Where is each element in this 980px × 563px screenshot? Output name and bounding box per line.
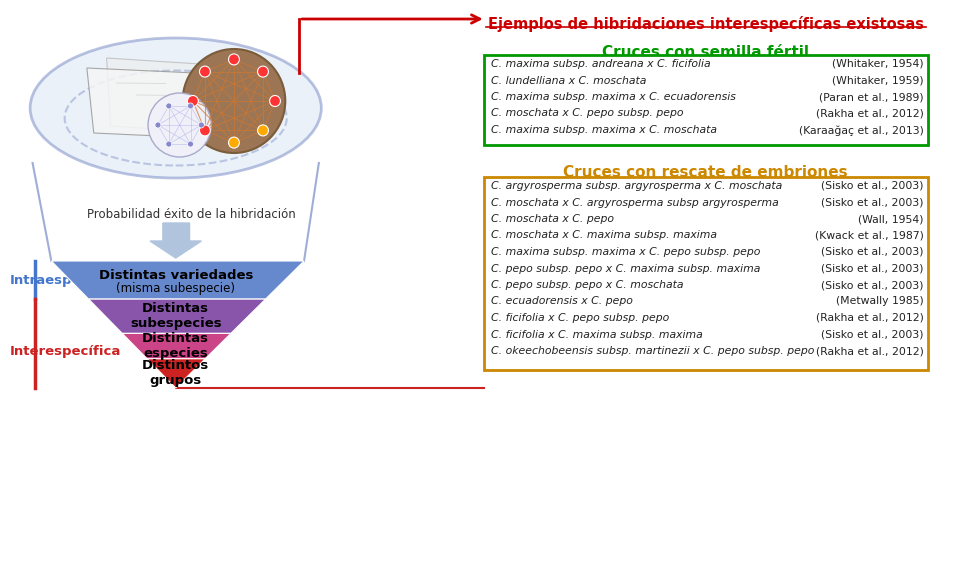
- Polygon shape: [150, 223, 201, 258]
- Text: C. moschata x C. maxima subsp. maxima: C. moschata x C. maxima subsp. maxima: [491, 230, 716, 240]
- Text: Distintas
especies: Distintas especies: [142, 332, 209, 360]
- Text: (Rakha et al., 2012): (Rakha et al., 2012): [816, 346, 924, 356]
- Text: Distintos
grupos: Distintos grupos: [142, 359, 210, 387]
- Polygon shape: [88, 299, 266, 333]
- Text: (misma subespecie): (misma subespecie): [117, 282, 235, 294]
- Text: C. moschata x C. pepo: C. moschata x C. pepo: [491, 214, 613, 224]
- Text: Distintas variedades: Distintas variedades: [99, 269, 253, 282]
- Text: C. pepo subsp. pepo x C. maxima subsp. maxima: C. pepo subsp. pepo x C. maxima subsp. m…: [491, 263, 760, 274]
- Ellipse shape: [30, 38, 321, 178]
- Circle shape: [148, 93, 212, 157]
- Circle shape: [198, 122, 205, 128]
- Text: C. ficifolia x C. maxima subsp. maxima: C. ficifolia x C. maxima subsp. maxima: [491, 329, 703, 339]
- Circle shape: [200, 125, 211, 136]
- Text: (Whitaker, 1954): (Whitaker, 1954): [832, 59, 924, 69]
- Polygon shape: [122, 333, 231, 359]
- Circle shape: [228, 54, 239, 65]
- Polygon shape: [107, 58, 220, 133]
- Text: C. argyrosperma subsp. argyrosperma x C. moschata: C. argyrosperma subsp. argyrosperma x C.…: [491, 181, 782, 191]
- Text: (Sisko et al., 2003): (Sisko et al., 2003): [821, 181, 924, 191]
- Text: (Metwally 1985): (Metwally 1985): [836, 297, 924, 306]
- Circle shape: [200, 66, 211, 77]
- Text: (Rakha et al., 2012): (Rakha et al., 2012): [816, 109, 924, 118]
- Text: C. maxima subsp. maxima x C. pepo subsp. pepo: C. maxima subsp. maxima x C. pepo subsp.…: [491, 247, 760, 257]
- Text: C. ficifolia x C. pepo subsp. pepo: C. ficifolia x C. pepo subsp. pepo: [491, 313, 668, 323]
- Polygon shape: [87, 68, 202, 138]
- Circle shape: [166, 141, 171, 147]
- Text: (Sisko et al., 2003): (Sisko et al., 2003): [821, 280, 924, 290]
- Text: C. okeechobeensis subsp. martinezii x C. pepo subsp. pepo: C. okeechobeensis subsp. martinezii x C.…: [491, 346, 814, 356]
- Circle shape: [258, 66, 269, 77]
- Text: C. ecuadorensis x C. pepo: C. ecuadorensis x C. pepo: [491, 297, 632, 306]
- Circle shape: [166, 103, 171, 109]
- Text: C. maxima subsp. maxima x C. ecuadorensis: C. maxima subsp. maxima x C. ecuadorensi…: [491, 92, 735, 102]
- FancyBboxPatch shape: [484, 55, 928, 145]
- Text: Cruces con rescate de embriones: Cruces con rescate de embriones: [564, 165, 848, 180]
- Text: C. lundelliana x C. moschata: C. lundelliana x C. moschata: [491, 75, 646, 86]
- Text: Intraespecífica: Intraespecífica: [10, 274, 122, 287]
- Text: (Rakha et al., 2012): (Rakha et al., 2012): [816, 313, 924, 323]
- Circle shape: [270, 96, 280, 106]
- Polygon shape: [51, 261, 304, 299]
- Text: Distintas
subespecies: Distintas subespecies: [130, 302, 221, 330]
- Circle shape: [182, 49, 285, 153]
- Text: (Sisko et al., 2003): (Sisko et al., 2003): [821, 247, 924, 257]
- Text: (Wall, 1954): (Wall, 1954): [858, 214, 924, 224]
- Text: Ejemplos de hibridaciones interespecíficas existosas: Ejemplos de hibridaciones interespecífic…: [488, 16, 924, 32]
- Text: C. moschata x C. pepo subsp. pepo: C. moschata x C. pepo subsp. pepo: [491, 109, 683, 118]
- Text: (Karaağaç et al., 2013): (Karaağaç et al., 2013): [799, 125, 924, 136]
- Text: C. moschata x C. argyrosperma subsp argyrosperma: C. moschata x C. argyrosperma subsp argy…: [491, 198, 778, 208]
- Polygon shape: [147, 359, 205, 388]
- Text: (Whitaker, 1959): (Whitaker, 1959): [832, 75, 924, 86]
- Text: (Kwack et al., 1987): (Kwack et al., 1987): [815, 230, 924, 240]
- Text: (Sisko et al., 2003): (Sisko et al., 2003): [821, 263, 924, 274]
- Text: (Sisko et al., 2003): (Sisko et al., 2003): [821, 329, 924, 339]
- Text: Probabilidad éxito de la hibridación: Probabilidad éxito de la hibridación: [87, 208, 296, 221]
- Circle shape: [187, 103, 193, 109]
- Text: Cruces con semilla fértil: Cruces con semilla fértil: [603, 45, 809, 60]
- Text: Interespecífica: Interespecífica: [10, 345, 122, 358]
- Text: C. pepo subsp. pepo x C. moschata: C. pepo subsp. pepo x C. moschata: [491, 280, 683, 290]
- FancyBboxPatch shape: [484, 177, 928, 370]
- Text: (Sisko et al., 2003): (Sisko et al., 2003): [821, 198, 924, 208]
- Circle shape: [258, 125, 269, 136]
- Circle shape: [187, 141, 193, 147]
- Text: C. maxima subsp. andreana x C. ficifolia: C. maxima subsp. andreana x C. ficifolia: [491, 59, 710, 69]
- Text: C. maxima subsp. maxima x C. moschata: C. maxima subsp. maxima x C. moschata: [491, 125, 716, 135]
- Circle shape: [187, 96, 198, 106]
- Circle shape: [155, 122, 161, 128]
- Text: (Paran et al., 1989): (Paran et al., 1989): [819, 92, 924, 102]
- Circle shape: [228, 137, 239, 148]
